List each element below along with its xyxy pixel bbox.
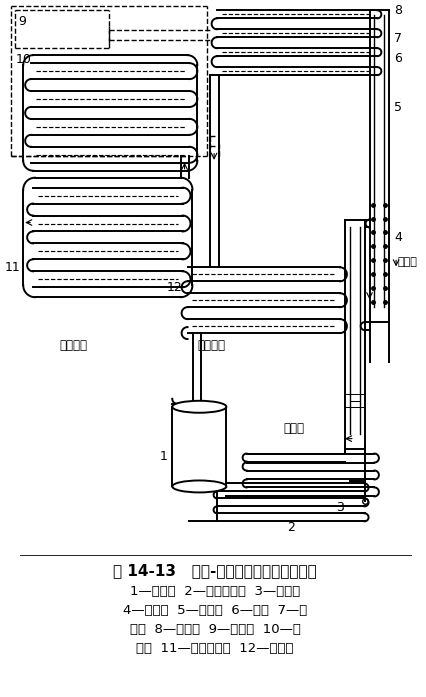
Text: 10: 10 bbox=[15, 53, 31, 66]
Text: 4: 4 bbox=[393, 231, 401, 244]
Text: 5: 5 bbox=[393, 102, 401, 114]
Bar bbox=[172, 407, 226, 487]
Text: 氢与氨气: 氢与氨气 bbox=[197, 339, 225, 351]
Ellipse shape bbox=[172, 401, 226, 413]
Text: 3: 3 bbox=[335, 501, 343, 514]
Text: 发器  11—气体换热器  12—吸收器: 发器 11—气体换热器 12—吸收器 bbox=[136, 642, 293, 654]
Text: 图 14-13   扩散-吸收式制冷机的循环流程: 图 14-13 扩散-吸收式制冷机的循环流程 bbox=[113, 563, 316, 578]
Text: 7: 7 bbox=[393, 32, 401, 45]
Text: 12: 12 bbox=[167, 281, 182, 293]
Text: 浓溶液: 浓溶液 bbox=[396, 257, 416, 268]
Text: 1: 1 bbox=[159, 450, 167, 463]
Text: 11: 11 bbox=[5, 261, 20, 274]
Text: 2: 2 bbox=[286, 521, 294, 535]
Text: 凝器  8—精馏器  9—储氢器  10—蒸: 凝器 8—精馏器 9—储氢器 10—蒸 bbox=[130, 623, 300, 636]
Text: 9: 9 bbox=[18, 15, 26, 29]
Text: 4—发生器  5—上升管  6—液封  7—冷: 4—发生器 5—上升管 6—液封 7—冷 bbox=[123, 604, 306, 617]
Text: 稀溶液: 稀溶液 bbox=[282, 422, 303, 435]
Ellipse shape bbox=[172, 480, 226, 492]
Text: 氢与氨气: 氢与氨气 bbox=[60, 339, 87, 351]
Text: 1—储液器  2—溶液换热器  3—加热器: 1—储液器 2—溶液换热器 3—加热器 bbox=[130, 585, 299, 598]
Text: 8: 8 bbox=[393, 4, 401, 17]
Text: 6: 6 bbox=[393, 52, 401, 65]
